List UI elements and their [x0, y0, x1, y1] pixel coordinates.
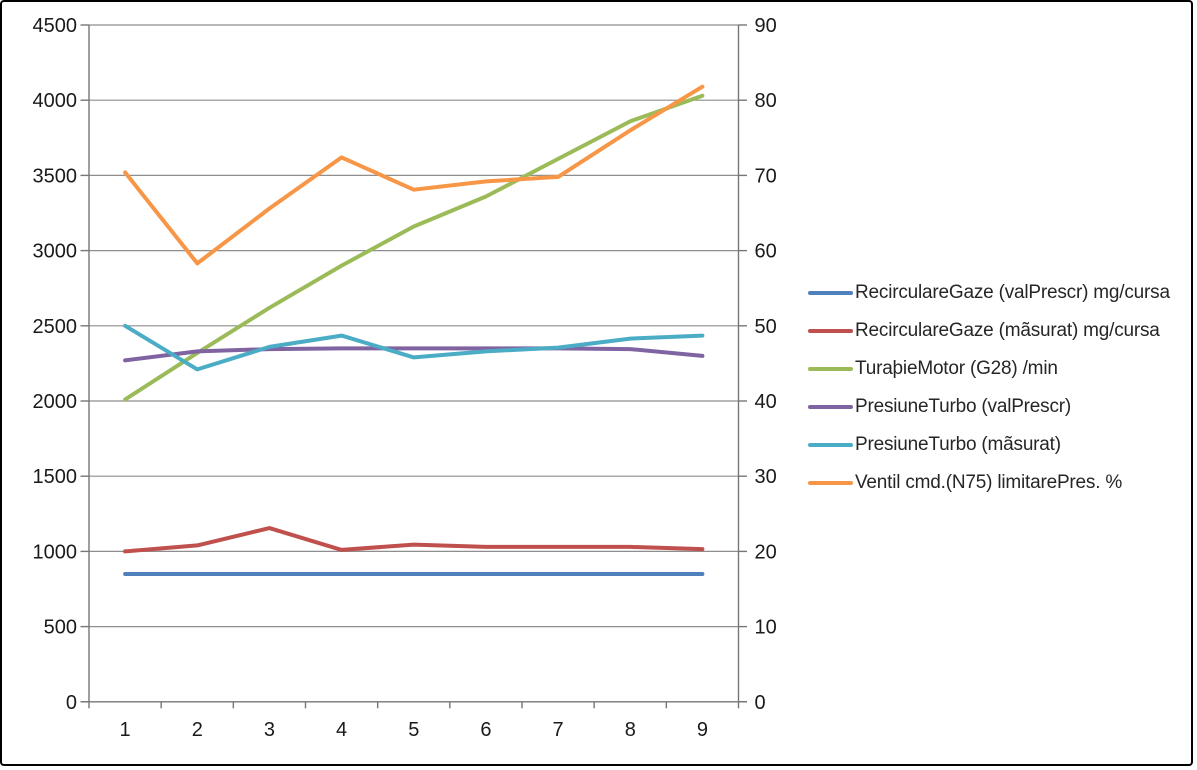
x-axis-tick-label: 7: [553, 719, 564, 741]
right-axis-tick-label: 30: [755, 466, 777, 488]
left-axis-tick-label: 0: [66, 692, 77, 714]
legend-label: PresiuneTurbo (valPrescr): [855, 396, 1072, 417]
legend-label: TuraþieMotor (G28) /min: [855, 358, 1058, 379]
left-axis-tick-label: 3000: [33, 241, 78, 263]
x-axis-tick-label: 5: [408, 719, 419, 741]
legend-item: PresiuneTurbo (valPrescr): [808, 395, 1071, 419]
legend-swatch-line: [808, 481, 853, 485]
x-axis-tick-label: 9: [697, 719, 708, 741]
left-axis-tick-label: 2500: [33, 316, 78, 338]
x-axis-tick-label: 8: [625, 719, 636, 741]
series-line-3: [123, 346, 705, 363]
left-axis-tick-label: 4500: [33, 15, 78, 37]
right-axis-tick-label: 40: [755, 391, 777, 413]
legend-item: TuraþieMotor (G28) /min: [808, 357, 1058, 381]
legend-item: PresiuneTurbo (mãsurat): [808, 433, 1061, 457]
series-line-2: [123, 93, 705, 402]
right-axis-tick-label: 50: [755, 316, 777, 338]
right-axis-tick-label: 20: [755, 541, 777, 563]
legend-label: RecirculareGaze (valPrescr) mg/cursa: [855, 282, 1170, 303]
left-axis-tick-label: 4000: [33, 90, 78, 112]
series-line-4: [123, 323, 705, 372]
legend-swatch-line: [808, 291, 853, 295]
x-axis-tick-label: 4: [336, 719, 347, 741]
legend-label: Ventil cmd.(N75) limitarePres. %: [855, 472, 1123, 493]
series-line-5: [123, 84, 705, 266]
right-axis-tick-label: 70: [755, 165, 777, 187]
left-axis-tick-label: 1500: [33, 466, 78, 488]
x-axis-tick-label: 2: [192, 719, 203, 741]
left-axis-tick-label: 3500: [33, 165, 78, 187]
legend-swatch-line: [808, 405, 853, 409]
x-axis-tick-label: 3: [264, 719, 275, 741]
left-axis-tick-label: 500: [44, 617, 77, 639]
legend-label: PresiuneTurbo (mãsurat): [855, 434, 1061, 455]
legend-item: Ventil cmd.(N75) limitarePres. %: [808, 471, 1122, 495]
right-axis-tick-label: 60: [755, 241, 777, 263]
x-axis-tick-label: 6: [480, 719, 491, 741]
left-axis-tick-label: 1000: [33, 541, 78, 563]
legend-swatch-line: [808, 443, 853, 447]
legend-swatch-line: [808, 367, 853, 371]
legend-swatch-line: [808, 329, 853, 333]
legend-item: RecirculareGaze (mãsurat) mg/cursa: [808, 319, 1160, 343]
left-axis-tick-label: 2000: [33, 391, 78, 413]
right-axis-tick-label: 90: [755, 15, 777, 37]
right-axis-tick-label: 80: [755, 90, 777, 112]
right-axis-tick-label: 10: [755, 617, 777, 639]
right-axis-tick-label: 0: [755, 692, 766, 714]
series-line-1: [123, 526, 705, 554]
x-axis-tick-label: 1: [120, 719, 131, 741]
legend-label: RecirculareGaze (mãsurat) mg/cursa: [855, 320, 1160, 341]
legend-item: RecirculareGaze (valPrescr) mg/cursa: [808, 281, 1170, 305]
